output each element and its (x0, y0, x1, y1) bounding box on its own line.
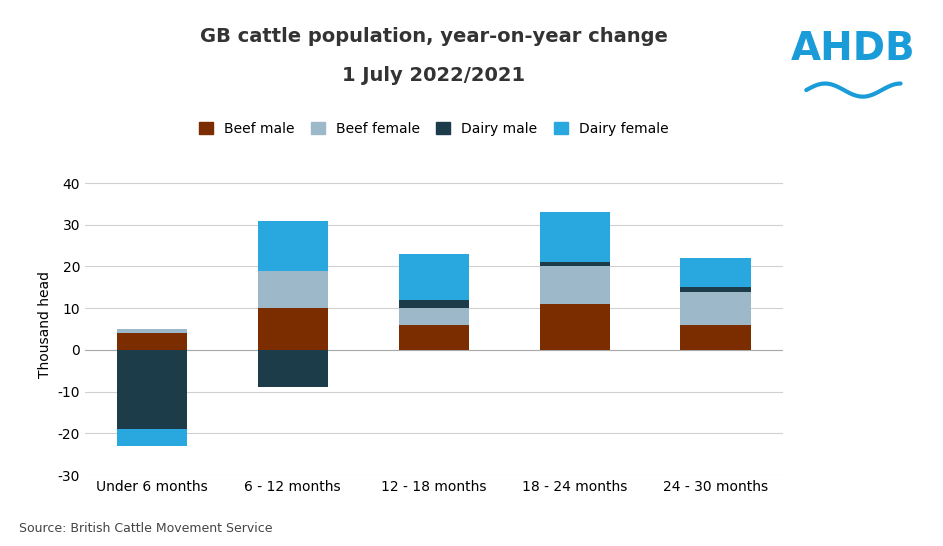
Legend: Beef male, Beef female, Dairy male, Dairy female: Beef male, Beef female, Dairy male, Dair… (193, 116, 674, 141)
Bar (681, 325, 751, 350)
Text: Source: British Cattle Movement Service: Source: British Cattle Movement Service (19, 522, 273, 535)
Bar (681, 287, 751, 292)
Bar (539, 212, 610, 262)
Bar (539, 262, 610, 266)
Bar (399, 308, 469, 325)
Bar (399, 325, 469, 350)
Bar (399, 254, 469, 300)
Y-axis label: Thousand head: Thousand head (38, 271, 52, 378)
Bar (539, 304, 610, 350)
Bar (117, 333, 187, 350)
Bar (117, 429, 187, 446)
Bar (399, 300, 469, 308)
Bar (257, 350, 328, 388)
Text: 1 July 2022/2021: 1 July 2022/2021 (342, 66, 525, 85)
Bar (117, 329, 187, 333)
Text: AHDB: AHDB (791, 30, 916, 68)
Bar (539, 266, 610, 304)
Bar (257, 271, 328, 308)
Bar (257, 308, 328, 350)
Bar (117, 350, 187, 429)
Bar (681, 258, 751, 287)
Bar (681, 292, 751, 325)
Bar (257, 221, 328, 271)
Text: GB cattle population, year-on-year change: GB cattle population, year-on-year chang… (200, 27, 668, 46)
